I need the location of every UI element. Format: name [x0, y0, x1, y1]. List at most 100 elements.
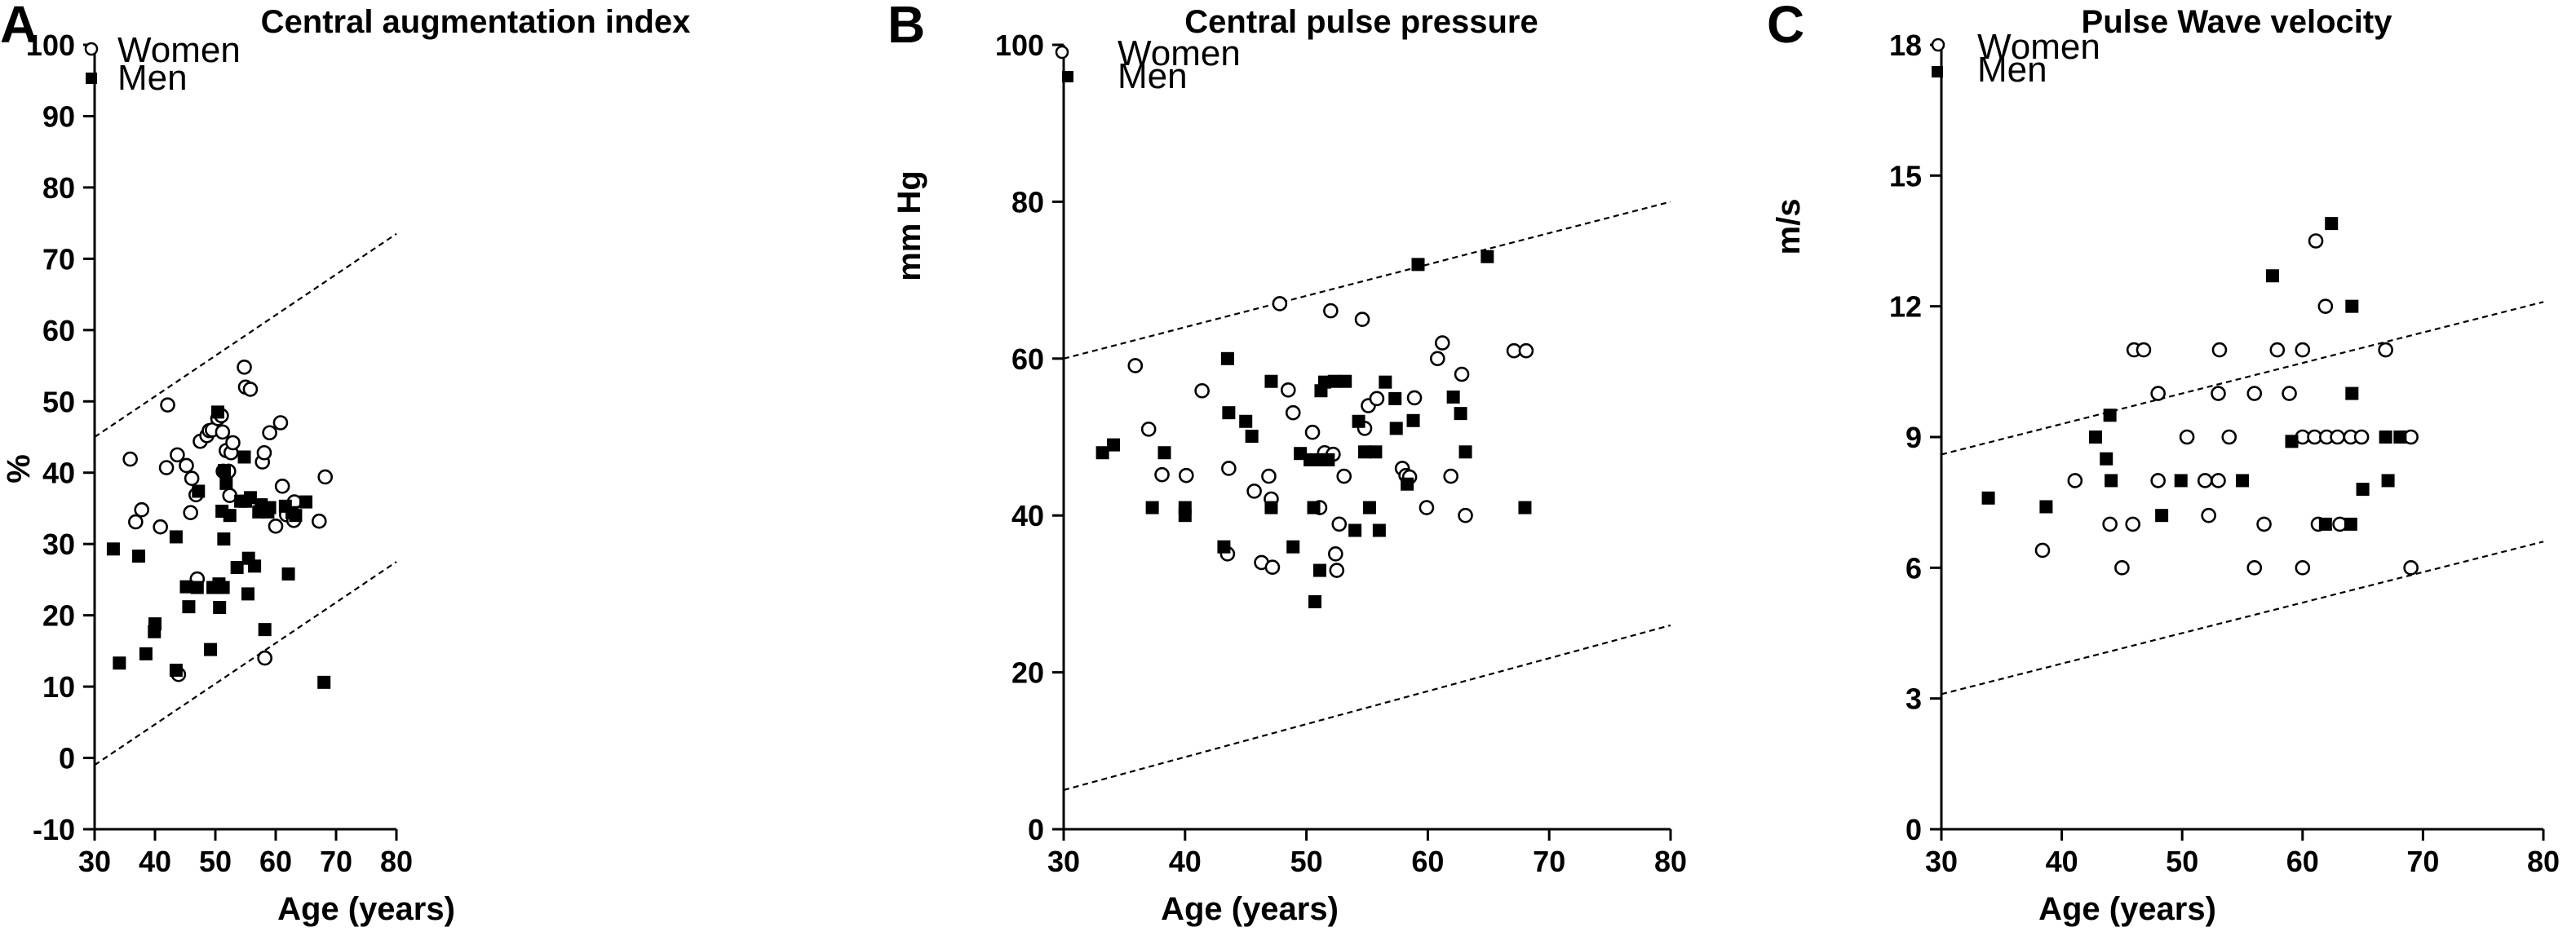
- men-point: [213, 601, 227, 615]
- legend-women-label: Women: [1977, 27, 2100, 67]
- panel-c: C Pulse Wave velocity Age (years) m/s 30…: [1767, 0, 2560, 927]
- men-point: [1220, 351, 1234, 365]
- y-tick-label: 0: [1905, 813, 1922, 846]
- men-point: [169, 663, 183, 677]
- women-point: [2295, 560, 2311, 576]
- women-point: [2150, 473, 2166, 488]
- axis-ticks: 30 40 50 60 70 80 0 3 6 9 12 15 18: [1889, 29, 2560, 878]
- chart-title: Central augmentation index: [261, 4, 691, 40]
- men-point: [1245, 430, 1259, 444]
- men-point: [192, 484, 206, 498]
- y-tick-label: 60: [1011, 342, 1044, 376]
- men-point: [1303, 453, 1317, 466]
- men-point: [2285, 435, 2299, 448]
- y-tick-label: 100: [26, 29, 75, 62]
- men-point: [223, 509, 237, 523]
- women-point: [128, 514, 144, 530]
- men-point: [2356, 483, 2370, 497]
- women-point: [1354, 311, 1370, 328]
- women-point: [2179, 429, 2195, 445]
- men-point: [1372, 523, 1386, 537]
- men-point: [216, 581, 230, 594]
- y-tick-label: 70: [42, 242, 75, 276]
- legend-men-label: Men: [1977, 50, 2047, 90]
- women-point: [317, 469, 333, 485]
- legend-men-marker: [86, 73, 97, 84]
- men-point: [2105, 474, 2118, 488]
- men-point: [2344, 517, 2357, 531]
- women-point: [184, 470, 200, 487]
- men-point: [1178, 509, 1192, 523]
- women-point: [2201, 507, 2216, 523]
- men-point: [2393, 431, 2407, 444]
- women-point: [1328, 546, 1343, 562]
- men-point: [106, 542, 120, 556]
- axis-ticks: 30 40 50 60 70 80 0 20 40 60 80 100: [995, 29, 1687, 878]
- men-point: [217, 532, 231, 546]
- men-point: [1264, 501, 1278, 514]
- legend: Women Men: [84, 30, 241, 98]
- y-tick-label: 100: [995, 29, 1044, 62]
- men-point: [1389, 422, 1403, 435]
- women-point: [1154, 466, 1170, 483]
- women-point: [1304, 424, 1321, 440]
- men-point: [1401, 477, 1414, 491]
- x-axis-label: Age (years): [1161, 891, 1339, 927]
- men-point: [1222, 406, 1236, 420]
- men-point: [2088, 431, 2102, 444]
- women-point: [2211, 386, 2226, 401]
- y-tick-label: 15: [1889, 159, 1922, 192]
- y-tick-label: 40: [42, 457, 75, 490]
- men-point: [1239, 414, 1253, 428]
- women-point: [2353, 429, 2370, 445]
- x-tick-label: 80: [1654, 845, 1687, 878]
- y-tick-label: 3: [1905, 682, 1922, 716]
- legend-women-marker: [1931, 38, 1945, 52]
- women-point: [262, 425, 277, 441]
- women-point: [2067, 473, 2083, 488]
- men-point: [1095, 446, 1109, 460]
- women-point: [256, 444, 272, 461]
- x-tick-label: 30: [1047, 845, 1080, 878]
- legend: Women Men: [1055, 33, 1241, 96]
- women-point: [1458, 507, 1473, 523]
- men-point: [210, 405, 224, 419]
- men-point: [1362, 501, 1376, 514]
- women-point: [311, 513, 327, 529]
- women-point: [153, 519, 168, 535]
- men-point: [1458, 445, 1472, 459]
- women-point: [2125, 516, 2140, 532]
- men-point: [1379, 375, 1392, 389]
- men-point: [1307, 501, 1321, 514]
- women-point: [2269, 342, 2286, 358]
- women-point: [1140, 422, 1157, 437]
- panel-b: B Central pulse pressure Age (years) mm …: [887, 0, 1687, 927]
- men-point: [289, 509, 303, 523]
- reference-lines: [1941, 301, 2544, 696]
- women-point: [122, 451, 138, 467]
- men-point: [1327, 374, 1341, 388]
- men-point: [1321, 453, 1335, 466]
- men-point: [2381, 474, 2395, 488]
- men-point: [263, 501, 277, 514]
- men-point: [2236, 474, 2249, 488]
- women-point: [170, 447, 185, 463]
- women-point: [2211, 473, 2226, 488]
- legend-women-label: Women: [1118, 33, 1241, 73]
- men-point: [148, 617, 162, 631]
- women-point: [2378, 342, 2393, 358]
- women-point: [215, 424, 231, 440]
- men-point: [169, 530, 183, 544]
- men-point: [182, 600, 196, 614]
- panel-letter: C: [1767, 0, 1804, 54]
- y-tick-label: 10: [42, 670, 75, 704]
- reference-lines: [94, 232, 397, 766]
- legend-men-marker: [1932, 66, 1943, 77]
- data-points: [1095, 249, 1534, 609]
- men-point: [1388, 391, 1402, 405]
- women-point: [268, 519, 284, 534]
- women-point: [1518, 342, 1534, 359]
- legend-men-marker: [1062, 71, 1073, 82]
- men-point: [1358, 445, 1372, 459]
- men-point: [2325, 217, 2339, 231]
